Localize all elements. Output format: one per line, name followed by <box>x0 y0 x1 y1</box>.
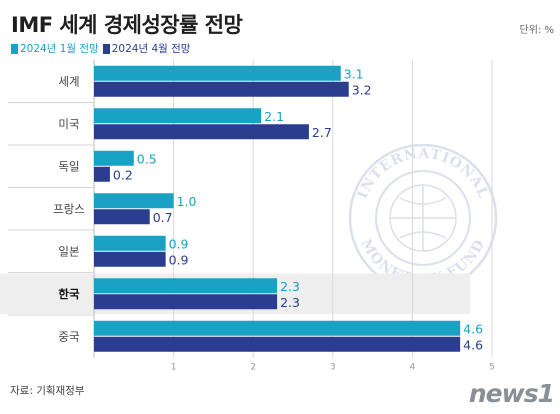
bar <box>94 124 309 140</box>
category-label: 프랑스 <box>53 202 85 216</box>
legend-label-apr: 2024년 4월 전망 <box>111 43 191 55</box>
x-tick-label: 1 <box>171 363 177 373</box>
bar <box>94 108 262 124</box>
category-label: 미국 <box>58 117 79 131</box>
data-label: 3.2 <box>352 82 372 97</box>
data-label: 0.9 <box>169 252 189 267</box>
data-label: 0.9 <box>169 236 189 251</box>
category-label: 일본 <box>58 244 79 258</box>
data-label: 1.0 <box>177 194 197 209</box>
source-note: 자료: 기획재정부 <box>10 385 85 397</box>
bar <box>94 65 341 81</box>
legend-label-jan: 2024년 1월 전망 <box>20 43 99 55</box>
bar <box>94 150 134 166</box>
x-tick-label: 5 <box>489 363 495 373</box>
imf-seal-watermark: INTERNATIONAL MONETARY FUND <box>348 143 498 293</box>
bar <box>94 336 461 352</box>
data-label: 4.6 <box>463 321 483 336</box>
data-label: 0.5 <box>137 151 157 166</box>
bar <box>94 251 166 267</box>
data-label: 3.1 <box>344 66 364 81</box>
category-label: 세계 <box>58 74 79 88</box>
data-label: 0.7 <box>153 210 173 225</box>
bar <box>94 193 174 209</box>
category-label: 한국 <box>58 287 80 301</box>
data-label: 4.6 <box>463 337 483 352</box>
page-title: IMF 세계 경제성장률 전망 <box>11 13 243 37</box>
x-tick-label: 4 <box>410 363 416 373</box>
x-tick-label: 2 <box>250 363 256 373</box>
bar <box>94 294 278 310</box>
plot-area: 1 2 3 4 5 세계 3.13.2 미국 2.1 2.7 독일 0.5 0.2 프랑스 1.0 0.7 일본… <box>0 60 495 373</box>
news1-logo: news1 <box>468 379 555 408</box>
x-tick-label: 3 <box>330 363 336 373</box>
legend: 2024년 1월 전망 2024년 4월 전망 <box>11 41 194 56</box>
data-label: 2.7 <box>312 125 332 140</box>
bar <box>94 235 166 251</box>
bar <box>94 278 278 294</box>
data-label: 2.3 <box>280 279 300 294</box>
bar <box>94 209 150 225</box>
bar <box>94 81 349 97</box>
data-label: 0.2 <box>113 167 133 182</box>
legend-item-apr: 2024년 4월 전망 <box>102 41 191 56</box>
data-label: 2.1 <box>264 109 284 124</box>
legend-swatch-jan <box>11 43 18 54</box>
category-label: 독일 <box>58 159 79 173</box>
category-label: 중국 <box>58 329 79 343</box>
legend-swatch-apr <box>102 43 110 54</box>
data-label: 2.3 <box>280 295 300 310</box>
bar <box>94 166 110 182</box>
unit-label: 단위: % <box>519 25 554 36</box>
legend-item-jan: 2024년 1월 전망 <box>11 41 99 56</box>
bar <box>94 320 461 336</box>
